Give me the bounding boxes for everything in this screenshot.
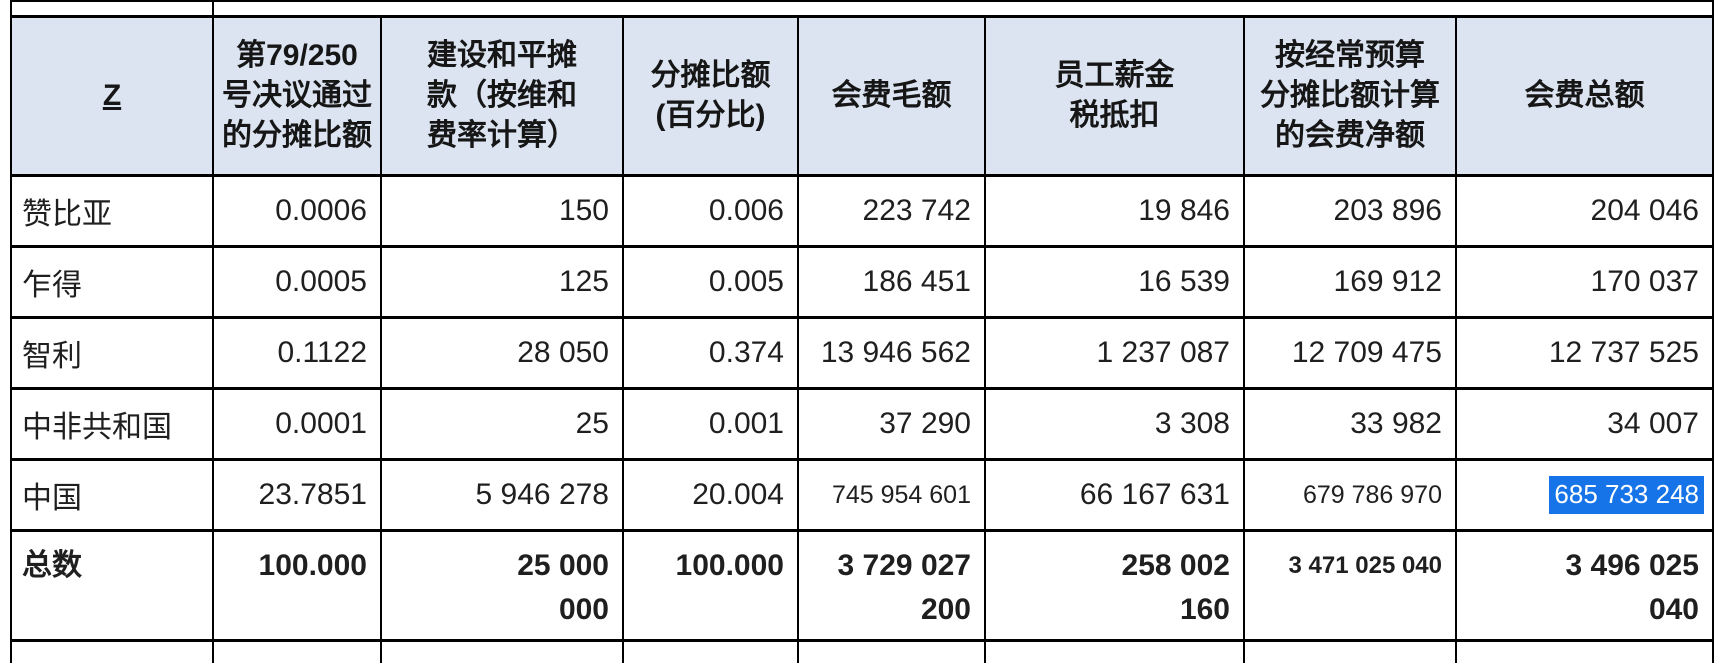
table-cell: 100.000	[214, 532, 382, 639]
table-cell: 0.001	[624, 390, 799, 458]
row-label: 乍得	[12, 248, 214, 316]
table-cell: 0.0005	[214, 248, 382, 316]
table-cell: 0.374	[624, 319, 799, 387]
table-cell: 100.000	[624, 532, 799, 639]
row-label: 智利	[12, 319, 214, 387]
table-cell: 125	[382, 248, 624, 316]
table-cell: 186 451	[799, 248, 986, 316]
table-row-zambia: 赞比亚 0.0006 150 0.006 223 742 19 846 203 …	[12, 177, 1712, 248]
table-cell: 204 046	[1590, 194, 1699, 227]
column-header-total-contribution: 会费总额	[1457, 18, 1712, 174]
table-cell: 19 846	[986, 177, 1245, 245]
table-cell: 258 002 160	[986, 532, 1245, 639]
next-row-partial	[12, 642, 1712, 663]
table-cell: 203 896	[1245, 177, 1457, 245]
table-cell: 223 742	[799, 177, 986, 245]
table-cell: 66 167 631	[986, 461, 1245, 529]
row-label: 赞比亚	[12, 177, 214, 245]
table-cell: 0.005	[624, 248, 799, 316]
column-header-peacebuilding-levy: 建设和平摊 款（按维和 费率计算）	[382, 18, 624, 174]
table-row-chad: 乍得 0.0005 125 0.005 186 451 16 539 169 9…	[12, 248, 1712, 319]
table-cell: 25 000 000	[382, 532, 624, 639]
table-row-chile: 智利 0.1122 28 050 0.374 13 946 562 1 237 …	[12, 319, 1712, 390]
table-cell: 170 037	[1590, 265, 1699, 298]
previous-row-partial	[12, 0, 1712, 18]
table-cell: 5 946 278	[382, 461, 624, 529]
column-header-gross-contribution: 会费毛额	[799, 18, 986, 174]
table-cell: 12 709 475	[1245, 319, 1457, 387]
column-header-member: Z	[12, 18, 214, 174]
column-header-rate-percent: 分摊比额 (百分比)	[624, 18, 799, 174]
member-column-letter: Z	[102, 79, 122, 112]
table-cell: 0.0006	[214, 177, 382, 245]
table-cell: 0.006	[624, 177, 799, 245]
table-cell: 3 729 027 200	[799, 532, 986, 639]
table-cell: 12 737 525	[1548, 336, 1699, 369]
table-header-row: Z 第79/250 号决议通过 的分摊比额 建设和平摊 款（按维和 费率计算） …	[12, 18, 1712, 177]
row-label: 中非共和国	[12, 390, 214, 458]
table-cell: 150	[382, 177, 624, 245]
table-cell: 679 786 970	[1245, 461, 1457, 529]
partial-cell	[12, 2, 214, 15]
table-row-central-african-republic: 中非共和国 0.0001 25 0.001 37 290 3 308 33 98…	[12, 390, 1712, 461]
table-cell: 0.0001	[214, 390, 382, 458]
table-cell: 25	[382, 390, 624, 458]
table-cell: 3 496 025 040	[1565, 549, 1699, 626]
selected-text-highlight[interactable]: 685 733 248	[1549, 476, 1704, 514]
table-cell: 0.1122	[214, 319, 382, 387]
table-cell: 1 237 087	[986, 319, 1245, 387]
table-row-total: 总数 100.000 25 000 000 100.000 3 729 027 …	[12, 532, 1712, 642]
table-cell: 33 982	[1245, 390, 1457, 458]
row-label: 中国	[12, 461, 214, 529]
table-cell: 3 471 025 040	[1245, 532, 1457, 639]
table-cell: 28 050	[382, 319, 624, 387]
table-cell: 16 539	[986, 248, 1245, 316]
table-cell: 23.7851	[214, 461, 382, 529]
column-header-resolution-rate: 第79/250 号决议通过 的分摊比额	[214, 18, 382, 174]
table-cell: 34 007	[1607, 407, 1699, 440]
table-cell: 20.004	[624, 461, 799, 529]
row-label: 总数	[12, 532, 214, 639]
table-cell: 745 954 601	[799, 461, 986, 529]
column-header-staff-assessment-credit: 员工薪金 税抵扣	[986, 18, 1245, 174]
table-cell: 685 733 248	[1457, 461, 1712, 529]
table-cell: 169 912	[1245, 248, 1457, 316]
assessment-table: Z 第79/250 号决议通过 的分摊比额 建设和平摊 款（按维和 费率计算） …	[10, 0, 1714, 663]
table-cell: 3 308	[986, 390, 1245, 458]
column-header-net-contribution-regular-budget: 按经常预算 分摊比额计算 的会费净额	[1245, 18, 1457, 174]
table-cell: 13 946 562	[799, 319, 986, 387]
table-cell: 37 290	[799, 390, 986, 458]
table-row-china: 中国 23.7851 5 946 278 20.004 745 954 601 …	[12, 461, 1712, 532]
